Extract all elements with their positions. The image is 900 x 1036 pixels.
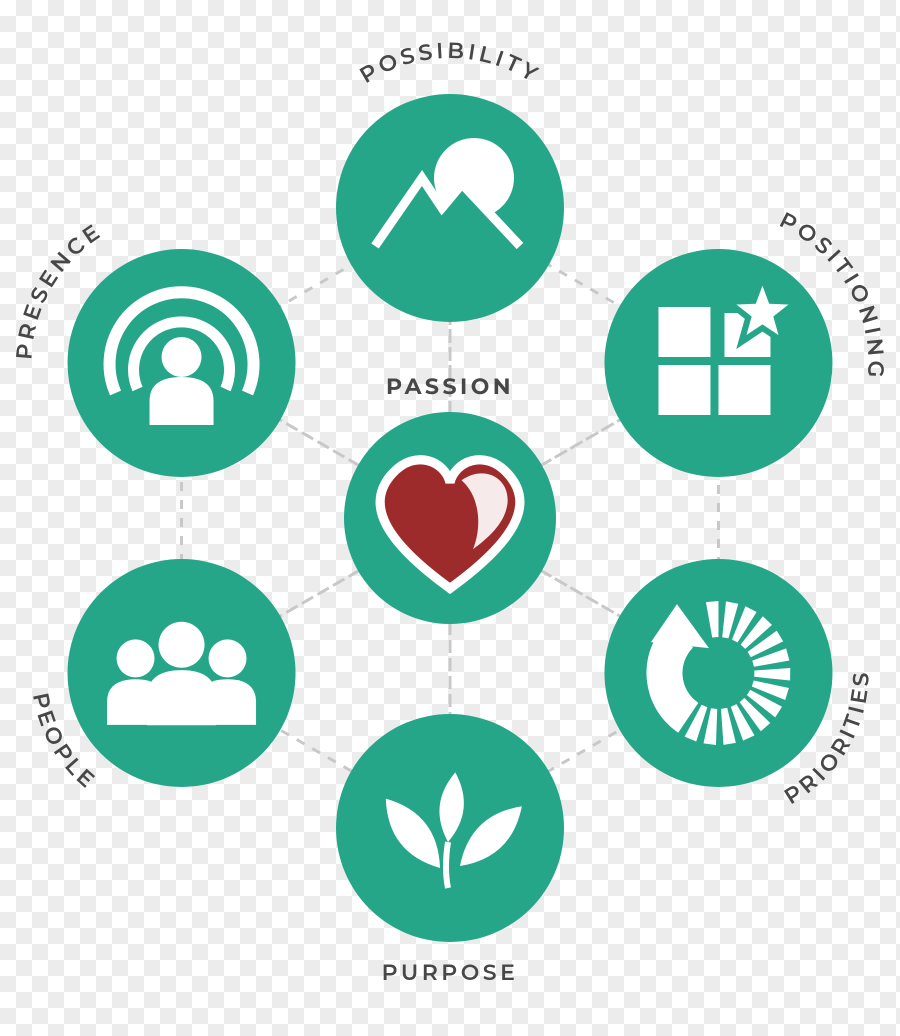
node-circle [604, 249, 832, 477]
node-possibility: POSSIBILITY [300, 37, 600, 322]
node-circle [604, 559, 832, 787]
node-priorities: PRIORITIES [604, 533, 874, 823]
node-positioning: POSITIONING [604, 206, 889, 503]
node-presence: PRESENCE [10, 213, 295, 503]
seven-p-diagram: POSSIBILITY POSITIONING PRIORITIES PURPOSE P… [0, 0, 900, 1036]
node-label: PURPOSE [382, 959, 519, 986]
node-people: PEOPLE [27, 533, 296, 823]
node-purpose: PURPOSE [336, 714, 564, 986]
node-label: POSSIBILITY [355, 37, 546, 89]
center-label: PASSION [386, 373, 514, 400]
